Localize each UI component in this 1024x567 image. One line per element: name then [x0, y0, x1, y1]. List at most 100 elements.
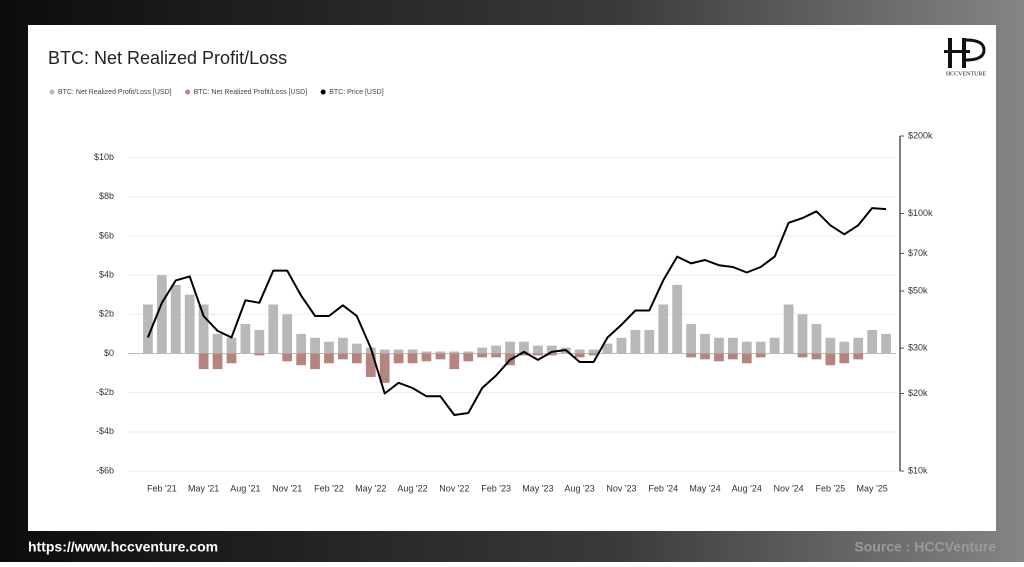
logo-shape — [944, 50, 970, 53]
bar — [198, 304, 209, 354]
bar — [449, 353, 460, 370]
bar — [282, 314, 293, 354]
bar — [839, 353, 850, 364]
bar — [393, 353, 404, 364]
y2-tick-label: $30k — [908, 343, 928, 353]
logo-shape — [965, 38, 986, 62]
bar — [449, 351, 460, 354]
bar — [811, 353, 822, 360]
bar — [714, 353, 724, 362]
y2-tick-label: $50k — [908, 285, 928, 295]
bar — [700, 353, 710, 360]
bar — [310, 353, 320, 370]
bar — [226, 353, 237, 364]
bar — [533, 353, 543, 356]
price-line — [146, 207, 887, 416]
bar — [226, 337, 237, 354]
bar — [644, 329, 655, 354]
bar — [686, 353, 696, 358]
y-tick-label: $6b — [99, 230, 114, 240]
bar — [755, 341, 766, 354]
bar — [435, 353, 446, 360]
bar — [825, 353, 836, 366]
bar — [198, 353, 209, 370]
x-tick-label: May '25 — [857, 483, 888, 493]
bar — [546, 345, 557, 354]
bar — [477, 347, 488, 354]
bar — [700, 333, 710, 354]
bar — [393, 349, 404, 354]
legend-marker — [185, 89, 191, 95]
x-tick-label: Nov '23 — [606, 483, 636, 493]
bar — [533, 345, 543, 354]
x-tick-label: May '21 — [188, 483, 219, 493]
bar — [519, 353, 529, 356]
bar — [477, 353, 488, 358]
bar — [602, 343, 613, 354]
bar — [212, 353, 223, 370]
bar — [463, 353, 474, 362]
bar — [519, 341, 529, 354]
bar — [741, 341, 752, 354]
bar — [574, 349, 585, 354]
bar — [296, 333, 307, 354]
x-tick-label: Nov '21 — [272, 483, 302, 493]
chart-title: BTC: Net Realized Profit/Loss — [48, 48, 287, 68]
bar — [588, 353, 599, 356]
bar — [769, 337, 780, 354]
logo: HCCVENTURE — [944, 38, 986, 77]
bar — [324, 341, 334, 354]
bar — [881, 333, 891, 354]
y2-tick-label: $10k — [908, 465, 928, 475]
bar — [505, 341, 515, 354]
x-tick-label: May '22 — [355, 483, 386, 493]
y-tick-label: $2b — [99, 309, 114, 319]
bar — [310, 337, 320, 354]
x-tick-label: Aug '23 — [565, 483, 595, 493]
bar — [435, 351, 446, 354]
bar — [853, 337, 864, 354]
bar — [755, 353, 766, 358]
x-tick-label: Feb '23 — [481, 483, 511, 493]
x-tick-label: Feb '25 — [815, 483, 845, 493]
bar — [658, 304, 669, 354]
bar — [853, 353, 864, 360]
legend-marker — [320, 89, 326, 95]
legend-label: BTC: Net Realized Profit/Loss [USD] — [194, 89, 308, 96]
x-tick-label: Aug '24 — [732, 483, 762, 493]
y-tick-label: $0 — [104, 348, 114, 358]
y2-tick-label: $20k — [908, 388, 928, 398]
bar — [825, 337, 836, 354]
bar — [407, 349, 418, 354]
bar — [797, 353, 808, 358]
x-tick-label: Aug '21 — [230, 483, 260, 493]
bar — [714, 337, 724, 354]
bar — [783, 304, 794, 354]
y2-tick-label: $100k — [908, 208, 933, 218]
bar — [324, 353, 334, 364]
footer-url: https://www.hccventure.com — [28, 539, 218, 555]
y-tick-label: $4b — [99, 269, 114, 279]
bar — [365, 353, 376, 377]
bar — [351, 343, 362, 354]
bar — [421, 353, 432, 362]
bar — [811, 324, 822, 354]
bar — [338, 337, 348, 354]
bar — [240, 324, 251, 354]
legend-marker — [49, 89, 55, 95]
bar — [574, 353, 585, 358]
y-tick-label: $10b — [94, 152, 114, 162]
bar — [867, 329, 878, 354]
x-tick-label: Nov '22 — [439, 483, 469, 493]
bar — [282, 353, 293, 362]
bar — [351, 353, 362, 364]
bar — [727, 337, 738, 354]
bar — [379, 353, 390, 383]
y-tick-label: -$2b — [96, 387, 114, 397]
bar — [379, 349, 390, 354]
legend-label: BTC: Price [USD] — [329, 89, 384, 96]
x-tick-label: May '23 — [522, 483, 553, 493]
bar — [491, 345, 501, 354]
x-tick-label: Nov '24 — [773, 483, 803, 493]
